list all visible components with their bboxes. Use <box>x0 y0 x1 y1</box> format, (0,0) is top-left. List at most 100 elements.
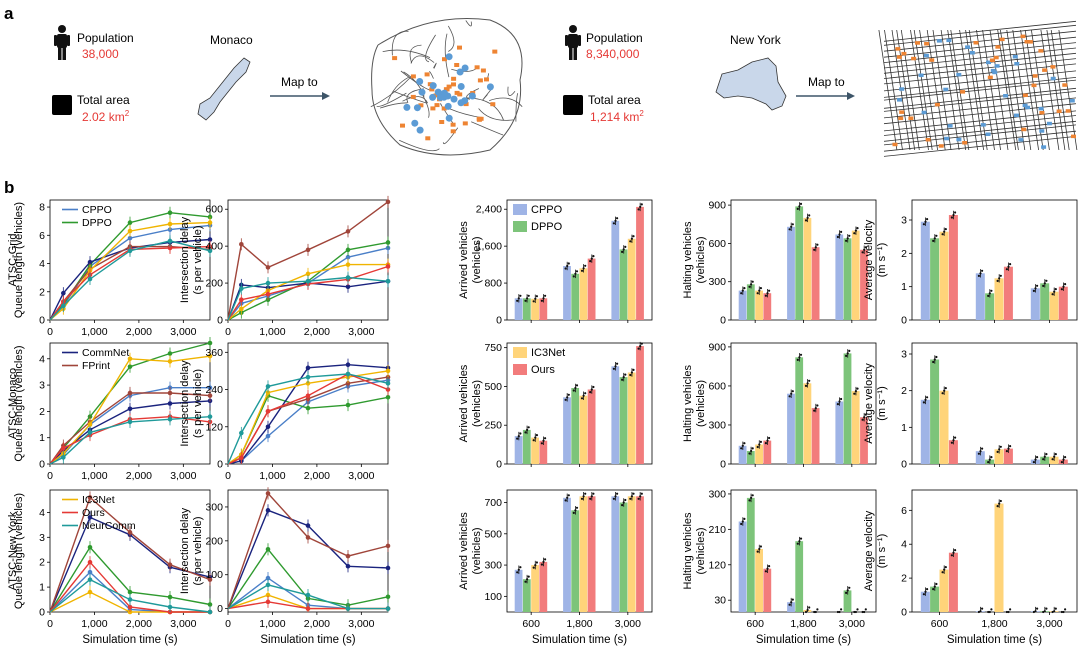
replicate-dot <box>758 289 761 292</box>
replicate-dot <box>932 239 935 242</box>
bar <box>522 298 531 320</box>
bar <box>787 602 795 612</box>
replicate-dot <box>944 387 947 390</box>
replicate-dot <box>1060 610 1063 614</box>
replicate-dot <box>814 246 817 249</box>
intersection-node <box>995 45 1001 49</box>
bar <box>851 230 860 320</box>
road-segment <box>926 29 946 151</box>
legend-label: IC3Net <box>82 494 115 506</box>
x-tick-label: 0 <box>47 618 53 630</box>
data-point <box>127 406 133 412</box>
road-segment <box>989 29 1009 151</box>
series-line <box>49 355 211 465</box>
data-point <box>207 353 213 359</box>
bar <box>514 569 523 612</box>
bar <box>920 591 930 612</box>
bar <box>860 417 868 464</box>
data-point <box>167 604 173 610</box>
data-point <box>385 594 391 600</box>
intersection-node <box>897 98 902 102</box>
replicate-dot <box>517 435 520 438</box>
replicate-dot <box>622 248 625 251</box>
replicate-dot <box>639 205 642 208</box>
y-tick-label: 600 <box>708 238 726 250</box>
series-line <box>227 280 389 321</box>
intersection-node <box>1046 121 1052 126</box>
replicate-dot <box>589 391 592 394</box>
replicate-dot <box>981 447 984 450</box>
y-axis-label-line: (vehicles) <box>695 236 707 283</box>
replicate-dot <box>848 349 851 352</box>
bar <box>1058 286 1068 320</box>
replicate-dot <box>999 499 1002 503</box>
newyork-arrow-head <box>847 92 855 100</box>
bar <box>636 206 644 320</box>
intersection-node <box>923 53 929 58</box>
x-tick-label: 1,000 <box>259 326 285 338</box>
replicate-dot <box>1054 288 1057 291</box>
replicate-dot <box>791 390 794 393</box>
signal-node <box>444 102 452 110</box>
replicate-dot <box>640 342 643 345</box>
signal-node <box>468 92 476 100</box>
road-segment <box>883 103 1077 125</box>
chart-panel: 0 800 1,600 2,400 Arrived vehicles(vehicles)… <box>458 199 653 327</box>
y-tick-label: 0 <box>901 315 907 327</box>
data-point <box>239 286 244 291</box>
replicate-dot <box>1045 279 1048 282</box>
replicate-dot <box>933 585 936 588</box>
replicate-dot <box>808 606 811 609</box>
y-tick-label: 100 <box>484 591 502 603</box>
intersection-node <box>925 138 931 142</box>
data-point <box>127 419 133 425</box>
replicate-dot <box>751 494 754 497</box>
replicate-dot <box>853 610 856 614</box>
x-tick-label: 3,000 <box>348 618 374 630</box>
legend-label: FPrint <box>82 360 110 372</box>
intersection-node <box>474 65 480 70</box>
intersection-node <box>1038 106 1044 111</box>
replicate-dot <box>998 277 1001 280</box>
bar <box>835 401 844 464</box>
replicate-dot <box>516 299 519 302</box>
intersection-node <box>980 123 986 127</box>
data-point <box>239 242 244 247</box>
replicate-dot <box>954 549 957 552</box>
replicate-dot <box>941 392 944 395</box>
replicate-dot <box>630 371 634 374</box>
bar <box>843 238 852 320</box>
data-point <box>87 559 93 565</box>
bar <box>843 590 852 612</box>
newyork-city-name: New York <box>730 33 782 47</box>
intersection-node <box>462 121 468 126</box>
replicate-dot <box>612 497 616 500</box>
data-point <box>167 359 173 364</box>
data-point <box>167 562 173 567</box>
y-axis-label: Arrived vehicles(vehicles) <box>458 364 483 442</box>
data-point <box>61 303 66 309</box>
road-segment <box>883 136 1077 157</box>
y-axis-label-line: (vehicles) <box>471 236 483 283</box>
x-axis-label: Simulation time (s) <box>756 634 851 646</box>
replicate-dot <box>845 354 848 357</box>
x-tick-label: 3,000 <box>170 618 196 630</box>
row-label: ATSC-Grid <box>7 234 19 287</box>
replicate-dot <box>1060 288 1063 291</box>
replicate-dot <box>614 495 617 498</box>
data-point <box>207 248 213 254</box>
replicate-dot <box>990 608 993 611</box>
replicate-dot <box>621 250 624 253</box>
x-tick-label: 3,000 <box>170 326 196 338</box>
replicate-dot <box>979 610 982 613</box>
road-segment <box>466 88 480 100</box>
series-line <box>49 240 211 321</box>
intersection-node <box>490 102 496 107</box>
road-segment <box>883 87 1077 109</box>
road-segment <box>982 29 1001 151</box>
replicate-dot <box>863 416 866 419</box>
y-tick-label: 1 <box>39 432 45 444</box>
replicate-dot <box>990 289 993 292</box>
